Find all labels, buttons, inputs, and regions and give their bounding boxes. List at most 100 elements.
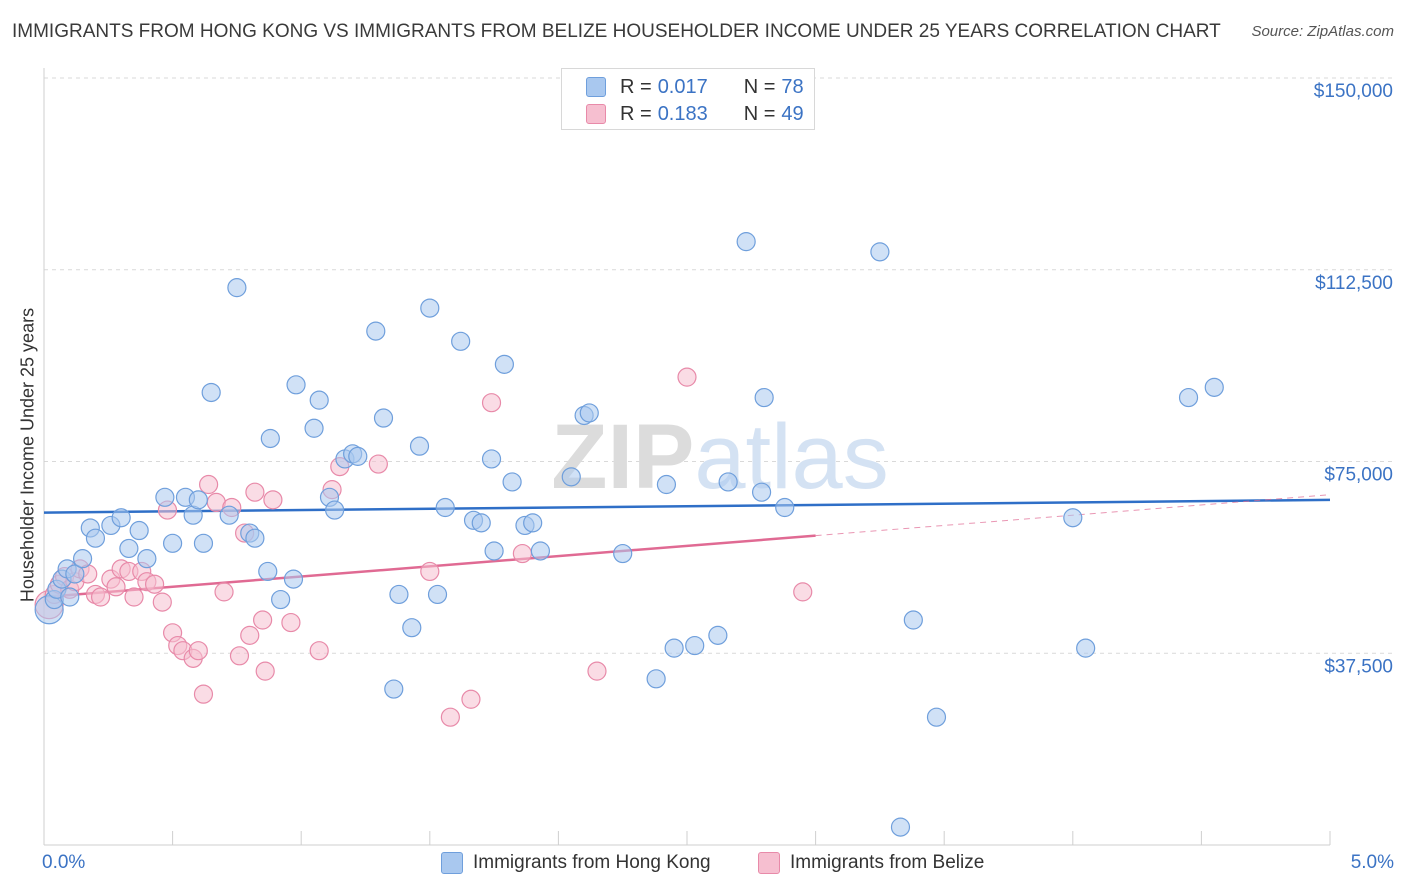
data-point-belize xyxy=(188,641,208,661)
watermark: ZIPatlas xyxy=(551,406,888,508)
data-point-hongkong xyxy=(193,533,214,553)
data-point-hongkong xyxy=(685,635,705,656)
data-point-belize xyxy=(229,646,250,666)
data-point-hongkong xyxy=(718,472,738,492)
data-point-belize xyxy=(106,577,126,597)
data-point-hongkong xyxy=(219,505,239,525)
data-point-hongkong xyxy=(163,533,183,553)
n-value-hongkong: 78 xyxy=(781,75,804,98)
chart-title: IMMIGRANTS FROM HONG KONG VS IMMIGRANTS … xyxy=(12,21,1221,42)
data-point-belize xyxy=(461,689,481,709)
n-label: N = xyxy=(743,75,776,98)
data-point-hongkong xyxy=(260,428,280,449)
stats-legend-box: R = 0.017 N = 78 R = 0.183 N = 49 xyxy=(561,68,815,130)
legend-item-hongkong[interactable]: Immigrants from Hong Kong xyxy=(441,852,711,874)
data-point-hongkong xyxy=(1076,638,1096,658)
data-point-belize xyxy=(309,641,329,661)
data-point-hongkong xyxy=(481,449,502,469)
data-point-belize xyxy=(440,707,460,727)
gridlines xyxy=(44,77,1395,654)
data-point-hongkong xyxy=(402,618,422,638)
data-point-hongkong xyxy=(926,707,947,727)
axes xyxy=(43,68,1331,846)
data-point-hongkong xyxy=(72,549,93,569)
data-point-hongkong xyxy=(708,625,728,645)
data-point-hongkong xyxy=(1178,387,1199,408)
data-point-hongkong xyxy=(373,408,394,428)
data-point-hongkong xyxy=(561,467,581,487)
data-point-belize xyxy=(240,625,260,645)
data-point-hongkong xyxy=(484,541,504,561)
data-point-hongkong xyxy=(420,298,440,318)
data-point-belize xyxy=(587,661,607,681)
data-point-hongkong xyxy=(613,543,633,564)
data-point-hongkong xyxy=(435,497,455,518)
data-point-hongkong xyxy=(137,549,157,569)
data-point-belize xyxy=(124,587,144,607)
y-tick-label: $37,500 xyxy=(1324,656,1393,677)
data-point-belize xyxy=(193,684,214,704)
trend-line-hongkong xyxy=(43,498,1331,514)
data-point-hongkong xyxy=(890,817,911,837)
data-point-hongkong xyxy=(451,331,471,351)
data-point-belize xyxy=(253,610,273,630)
y-tick-label: $75,000 xyxy=(1324,465,1393,486)
data-point-belize xyxy=(255,661,275,681)
data-point-hongkong xyxy=(494,354,514,374)
chart-legend: Immigrants from Hong Kong Immigrants fro… xyxy=(0,852,1406,878)
hongkong-swatch xyxy=(586,77,606,97)
data-point-hongkong xyxy=(129,520,149,541)
data-point-hongkong xyxy=(646,669,666,689)
data-point-hongkong xyxy=(870,242,890,262)
data-point-hongkong xyxy=(409,436,430,456)
y-tick-label: $150,000 xyxy=(1314,81,1393,102)
data-point-hongkong xyxy=(188,490,208,510)
data-point-belize xyxy=(144,574,165,594)
r-value-hongkong: 0.017 xyxy=(657,75,708,98)
data-point-hongkong xyxy=(736,232,756,252)
data-point-hongkong xyxy=(427,584,448,605)
data-point-hongkong xyxy=(155,487,175,507)
data-point-hongkong xyxy=(304,418,324,438)
data-point-hongkong xyxy=(523,513,543,533)
data-point-hongkong xyxy=(530,541,550,561)
data-point-belize xyxy=(90,587,111,607)
belize-swatch xyxy=(586,104,606,124)
stats-row-belize: R = 0.183 N = 49 xyxy=(586,102,804,126)
n-label: N = xyxy=(743,102,776,125)
legend-label-hongkong: Immigrants from Hong Kong xyxy=(473,852,711,873)
data-point-belize xyxy=(420,561,440,582)
data-point-hongkong xyxy=(60,587,80,607)
data-point-hongkong xyxy=(119,538,139,559)
data-point-belize xyxy=(512,543,532,564)
legend-item-belize[interactable]: Immigrants from Belize xyxy=(758,852,984,874)
data-point-belize xyxy=(677,367,697,387)
data-point-hongkong xyxy=(384,679,404,699)
source-credit: Source: ZipAtlas.com xyxy=(1251,23,1394,40)
data-point-belize xyxy=(281,612,301,633)
data-point-hongkong xyxy=(502,472,522,492)
data-point-hongkong xyxy=(1204,377,1224,397)
data-point-belize xyxy=(199,474,219,495)
data-point-belize xyxy=(152,592,172,612)
data-point-hongkong xyxy=(366,321,386,341)
data-point-belize xyxy=(368,454,388,474)
data-point-hongkong xyxy=(656,474,677,495)
data-point-hongkong xyxy=(227,278,247,298)
r-label: R = xyxy=(620,102,652,125)
data-point-hongkong xyxy=(754,387,774,408)
data-point-hongkong xyxy=(471,513,491,533)
data-point-hongkong xyxy=(65,564,85,584)
r-label: R = xyxy=(620,75,652,98)
legend-label-belize: Immigrants from Belize xyxy=(790,852,985,873)
data-point-hongkong xyxy=(85,528,106,548)
r-value-belize: 0.183 xyxy=(657,102,708,125)
data-point-hongkong xyxy=(271,589,291,610)
y-axis-label: Householder Income Under 25 years xyxy=(17,307,38,603)
n-value-belize: 49 xyxy=(781,102,804,125)
x-tick-label-min: 0.0% xyxy=(42,852,86,873)
data-point-hongkong xyxy=(751,482,772,502)
data-point-belize xyxy=(793,582,813,602)
data-point-hongkong xyxy=(309,390,329,410)
x-tick-label-max: 5.0% xyxy=(1350,852,1394,873)
